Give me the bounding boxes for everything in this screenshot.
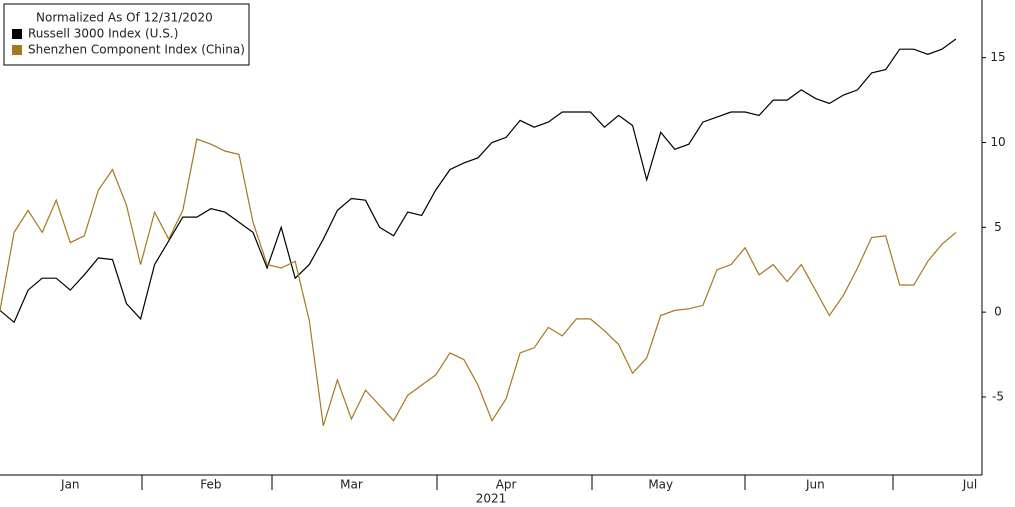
month-separators — [141, 475, 894, 490]
y-tick-label: 10 — [990, 135, 1005, 149]
legend-title: Normalized As Of 12/31/2020 — [36, 11, 213, 25]
x-tick-label: Apr — [496, 478, 517, 492]
legend-box — [3, 3, 250, 66]
x-tick-label: May — [648, 478, 673, 492]
series-line — [0, 38, 957, 324]
x-tick-label: Jan — [60, 478, 80, 492]
legend-label: Shenzhen Component Index (China) — [28, 43, 245, 57]
legend-swatch — [12, 29, 22, 39]
legend: Normalized As Of 12/31/2020 — [3, 3, 250, 66]
y-tick-label: 5 — [994, 220, 1002, 234]
series-line — [0, 138, 957, 426]
x-tick-label: Jul — [962, 478, 977, 492]
legend-swatch — [12, 45, 22, 55]
y-tick-label: 0 — [994, 305, 1002, 319]
year-label: 2021 — [476, 492, 507, 506]
legend-label: Russell 3000 Index (U.S.) — [28, 27, 178, 41]
x-tick-label: Mar — [340, 478, 363, 492]
y-tick-label: -5 — [992, 389, 1004, 403]
x-tick-label: Jun — [805, 478, 825, 492]
x-tick-label: Feb — [200, 478, 221, 492]
y-tick-label: 15 — [990, 50, 1005, 64]
